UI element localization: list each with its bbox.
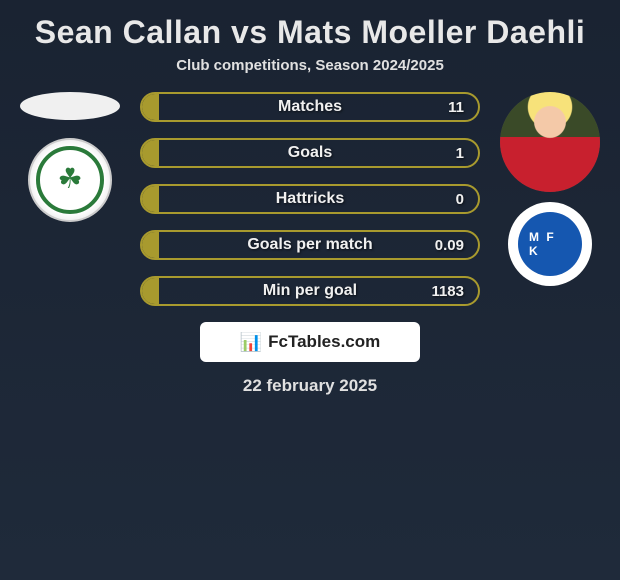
stat-fill (142, 94, 159, 120)
stat-value: 0.09 (435, 237, 464, 254)
brand-badge: 📊 FcTables.com (200, 322, 420, 362)
club-badge-left (28, 138, 112, 222)
stat-label: Hattricks (276, 190, 344, 208)
stat-value: 0 (456, 191, 464, 208)
club-badge-right (508, 202, 592, 286)
stat-fill (142, 140, 159, 166)
player-avatar-right (500, 92, 600, 192)
right-player-column (490, 92, 610, 286)
stat-row: Goals per match 0.09 (140, 230, 480, 260)
stat-value: 1 (456, 145, 464, 162)
stat-fill (142, 186, 159, 212)
stat-fill (142, 232, 159, 258)
page-title: Sean Callan vs Mats Moeller Daehli (0, 0, 620, 57)
stat-label: Goals (288, 144, 332, 162)
stat-label: Goals per match (247, 236, 372, 254)
stat-value: 11 (448, 99, 464, 116)
content-area: Matches 11 Goals 1 Hattricks 0 Goals per match… (0, 92, 620, 306)
page-subtitle: Club competitions, Season 2024/2025 (0, 57, 620, 92)
stat-row: Matches 11 (140, 92, 480, 122)
left-player-column (10, 92, 130, 222)
stat-value: 1183 (431, 283, 464, 300)
stat-row: Min per goal 1183 (140, 276, 480, 306)
player-face (500, 92, 600, 192)
stats-table: Matches 11 Goals 1 Hattricks 0 Goals per match… (140, 92, 480, 306)
stat-fill (142, 278, 159, 304)
player-avatar-placeholder (20, 92, 120, 120)
stat-row: Goals 1 (140, 138, 480, 168)
stat-label: Min per goal (263, 282, 357, 300)
stat-label: Matches (278, 98, 342, 116)
brand-text: FcTables.com (268, 332, 380, 352)
chart-icon: 📊 (240, 332, 262, 353)
stat-row: Hattricks 0 (140, 184, 480, 214)
date-label: 22 february 2025 (0, 376, 620, 396)
